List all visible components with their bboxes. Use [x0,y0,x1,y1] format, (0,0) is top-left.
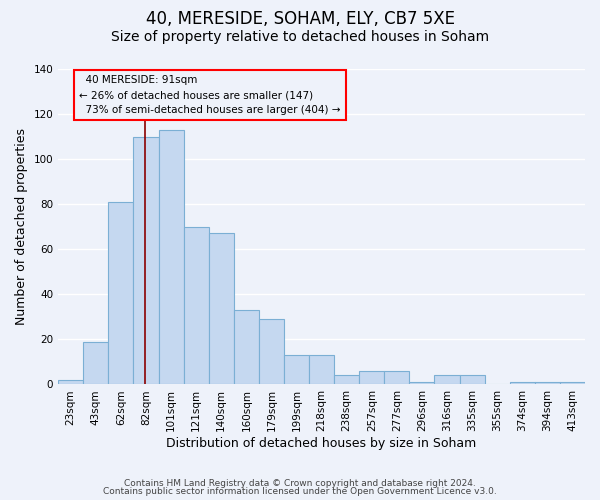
Bar [510,382,535,384]
Bar [359,371,385,384]
Text: Contains HM Land Registry data © Crown copyright and database right 2024.: Contains HM Land Registry data © Crown c… [124,478,476,488]
Bar [535,382,560,384]
Text: Contains public sector information licensed under the Open Government Licence v3: Contains public sector information licen… [103,487,497,496]
Bar [309,355,334,384]
Text: Size of property relative to detached houses in Soham: Size of property relative to detached ho… [111,30,489,44]
Bar [184,226,209,384]
Text: 40, MERESIDE, SOHAM, ELY, CB7 5XE: 40, MERESIDE, SOHAM, ELY, CB7 5XE [146,10,455,28]
Bar [434,376,460,384]
Bar [409,382,434,384]
Bar [58,380,83,384]
Bar [158,130,184,384]
Bar [284,355,309,384]
Bar [385,371,409,384]
Bar [133,136,158,384]
Bar [259,319,284,384]
Bar [209,234,234,384]
Bar [234,310,259,384]
Bar [334,376,359,384]
Text: 40 MERESIDE: 91sqm
← 26% of detached houses are smaller (147)
  73% of semi-deta: 40 MERESIDE: 91sqm ← 26% of detached hou… [79,76,341,115]
Bar [560,382,585,384]
Y-axis label: Number of detached properties: Number of detached properties [15,128,28,325]
Bar [109,202,133,384]
Bar [460,376,485,384]
Bar [83,342,109,384]
X-axis label: Distribution of detached houses by size in Soham: Distribution of detached houses by size … [166,437,477,450]
